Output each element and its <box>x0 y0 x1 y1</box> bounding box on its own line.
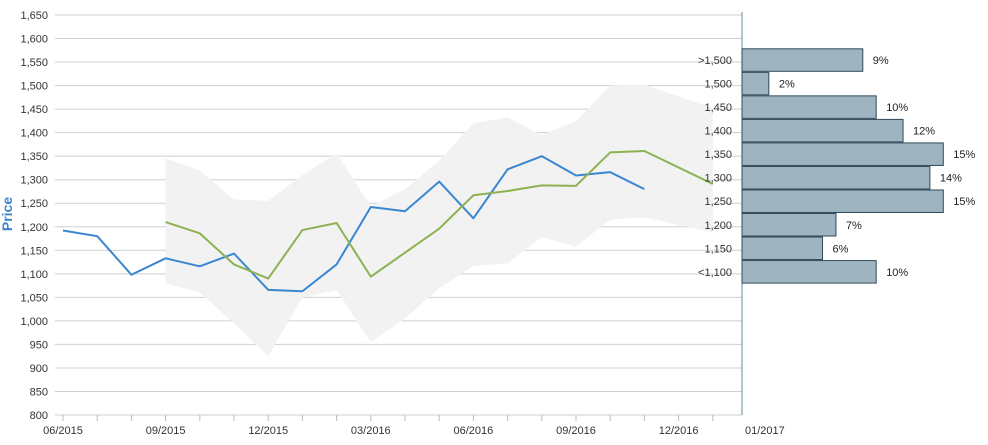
histogram-category-label: 1,200 <box>704 220 732 232</box>
histogram-category-label: 1,500 <box>704 79 732 91</box>
histogram-bar <box>741 213 837 237</box>
y-tick-label: 1,200 <box>20 222 48 234</box>
x-tick-label: 06/2016 <box>454 425 494 437</box>
y-tick-label: 950 <box>30 339 48 351</box>
y-tick-label: 1,400 <box>20 128 48 140</box>
y-tick-label: 850 <box>30 386 48 398</box>
histogram-value-label: 10% <box>886 267 908 279</box>
histogram-bar <box>741 189 944 213</box>
histogram-bar <box>741 118 904 143</box>
y-tick-label: 1,150 <box>20 245 48 257</box>
y-tick-label: 1,100 <box>20 269 48 281</box>
y-tick-label: 800 <box>30 410 48 422</box>
histogram-bar <box>741 71 770 96</box>
y-tick-label: 1,300 <box>20 175 48 187</box>
histogram-bar <box>741 165 931 190</box>
histogram-category-label: 1,150 <box>704 243 732 255</box>
histogram-bar <box>741 236 824 261</box>
y-tick-label: 1,650 <box>20 10 48 22</box>
histogram-category-label: 1,300 <box>704 173 732 185</box>
histogram-bar <box>741 142 944 166</box>
histogram-category-label: 1,350 <box>704 149 732 161</box>
x-tick-label: 09/2016 <box>556 425 596 437</box>
y-tick-label: 900 <box>30 363 48 375</box>
x-tick-label: 09/2015 <box>146 425 186 437</box>
x-tick-label: 12/2016 <box>659 425 699 437</box>
histogram-value-label: 7% <box>846 220 862 232</box>
forecast-price-line <box>165 150 714 280</box>
histogram-category-label: 1,400 <box>704 126 732 138</box>
y-tick-label: 1,550 <box>20 57 48 69</box>
y-tick-label: 1,500 <box>20 81 48 93</box>
histogram-category-label: <1,100 <box>698 267 732 279</box>
histogram-value-label: 9% <box>873 55 889 67</box>
histogram-value-label: 14% <box>940 173 962 185</box>
x-tick-label: 12/2015 <box>248 425 288 437</box>
histogram-bar <box>741 48 864 72</box>
y-tick-label: 1,450 <box>20 104 48 116</box>
histogram-value-label: 12% <box>913 126 935 138</box>
y-tick-label: 1,000 <box>20 316 48 328</box>
y-tick-label: 1,350 <box>20 151 48 163</box>
forecast-range-band <box>165 84 713 357</box>
histogram-category-label: 1,450 <box>704 102 732 114</box>
y-axis-title: Price <box>0 197 15 231</box>
actual-price-line <box>62 155 645 293</box>
y-tick-label: 1,050 <box>20 292 48 304</box>
histogram-value-label: 15% <box>953 196 975 208</box>
histogram-bar <box>741 95 877 119</box>
histogram-bar <box>741 260 877 284</box>
histogram-value-label: 2% <box>779 79 795 91</box>
histogram-value-label: 6% <box>833 243 849 255</box>
histogram-value-label: 10% <box>886 102 908 114</box>
histogram-category-label: >1,500 <box>698 55 732 67</box>
y-tick-label: 1,250 <box>20 198 48 210</box>
x-tick-label: 03/2016 <box>351 425 391 437</box>
histogram-value-label: 15% <box>953 149 975 161</box>
y-tick-label: 1,600 <box>20 34 48 46</box>
x-tick-label: 01/2017 <box>745 425 785 437</box>
x-tick-label: 06/2015 <box>43 425 83 437</box>
histogram-category-label: 1,250 <box>704 196 732 208</box>
